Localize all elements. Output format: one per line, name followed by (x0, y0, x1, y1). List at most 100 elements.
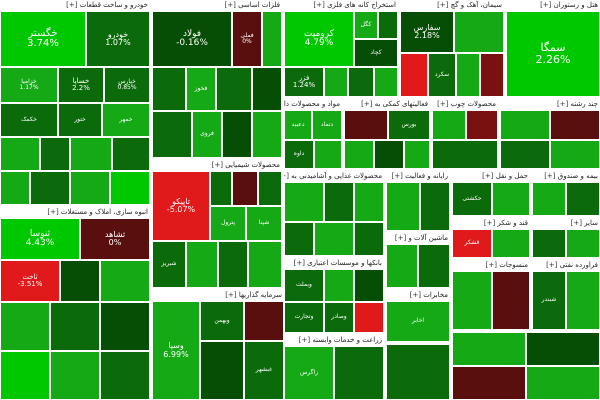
stock-cell[interactable] (550, 110, 600, 140)
stock-cell[interactable] (354, 222, 384, 256)
sector-header[interactable]: چند رشته [+] (500, 99, 600, 110)
stock-cell[interactable] (354, 269, 384, 302)
stock-cell[interactable] (378, 11, 398, 39)
stock-cell[interactable] (386, 344, 450, 400)
stock-tile[interactable]: ختور (58, 103, 102, 137)
stock-tile[interactable]: خزامیا 1.17% (0, 67, 58, 103)
stock-cell[interactable] (324, 182, 354, 222)
sector-header[interactable]: حمل و نقل [+] (452, 171, 530, 182)
stock-cell[interactable] (334, 346, 384, 400)
expand-button[interactable]: [+] (409, 291, 422, 299)
expand-button[interactable]: [+] (546, 261, 558, 269)
stock-cell[interactable] (386, 182, 420, 231)
stock-cell[interactable] (50, 302, 100, 351)
stock-cell[interactable] (252, 67, 282, 111)
expand-button[interactable]: [+] (47, 208, 59, 216)
expand-button[interactable]: [+] (293, 259, 305, 267)
stock-cell[interactable] (314, 140, 342, 169)
sector-header[interactable]: محصولات چوب [+] (432, 99, 498, 110)
expand-button[interactable]: [+] (225, 291, 237, 299)
stock-cell[interactable] (452, 366, 526, 400)
stock-tile[interactable]: شپنا (246, 206, 282, 241)
sector-header[interactable]: ماشین آلات و [+] (386, 233, 450, 244)
stock-cell[interactable] (404, 140, 430, 169)
stock-cell[interactable] (186, 241, 218, 288)
expand-button[interactable]: [+] (556, 100, 569, 108)
stock-cell[interactable] (452, 271, 492, 330)
stock-tile[interactable]: ثشاهد 0% (80, 218, 150, 260)
stock-cell[interactable] (374, 140, 404, 169)
stock-cell[interactable] (248, 241, 282, 288)
stock-cell[interactable] (324, 269, 354, 302)
stock-cell[interactable] (354, 302, 384, 333)
stock-tile[interactable]: سکرد (428, 53, 456, 97)
stock-cell[interactable] (112, 137, 150, 171)
stock-tile[interactable]: وبملت (284, 269, 324, 302)
stock-tile[interactable]: کرومیت 4.79% (284, 11, 354, 67)
stock-cell[interactable] (354, 182, 384, 222)
stock-tile[interactable]: دعبید (284, 110, 312, 140)
stock-tile[interactable]: وتجارت (284, 302, 324, 333)
stock-cell[interactable] (0, 171, 30, 205)
stock-cell[interactable] (500, 110, 550, 140)
stock-cell[interactable] (456, 53, 480, 97)
sector-header[interactable]: منسوجات [+] (452, 260, 530, 271)
stock-cell[interactable] (100, 260, 150, 302)
stock-cell[interactable] (40, 137, 70, 171)
stock-cell[interactable] (0, 302, 50, 351)
sector-header[interactable]: محصولات غذایی و آشامیدنی به [+] (284, 171, 384, 182)
sector-header[interactable]: انبوه سازی، املاک و مستغلات [+] (0, 207, 150, 218)
stock-tile[interactable]: خودرو 1.07% (86, 11, 150, 67)
expand-button[interactable]: [+] (394, 234, 407, 242)
stock-cell[interactable] (0, 137, 40, 171)
stock-cell[interactable] (314, 222, 354, 256)
stock-cell[interactable] (492, 182, 530, 216)
stock-cell[interactable] (418, 244, 450, 288)
sector-header[interactable]: بیمه و صندوق [+] (532, 171, 600, 182)
expand-button[interactable]: [+] (544, 172, 556, 180)
stock-cell[interactable] (566, 182, 600, 216)
stock-cell[interactable] (216, 67, 252, 111)
stock-tile[interactable]: خگستر 3.74% (0, 11, 86, 67)
stock-cell[interactable] (432, 110, 466, 140)
stock-tile[interactable]: فروی (192, 111, 222, 158)
stock-cell[interactable] (480, 53, 504, 97)
stock-cell[interactable] (344, 110, 388, 140)
stock-cell[interactable] (60, 260, 100, 302)
stock-cell[interactable] (492, 271, 530, 330)
stock-cell[interactable] (70, 137, 112, 171)
stock-tile[interactable]: خساپا 2.2% (58, 67, 104, 103)
stock-cell[interactable] (100, 351, 150, 400)
stock-cell[interactable] (400, 53, 428, 97)
expand-button[interactable]: [+] (361, 100, 373, 108)
sector-header[interactable]: سایر [+] (532, 218, 600, 229)
expand-button[interactable]: [+] (437, 1, 449, 9)
stock-cell[interactable] (200, 341, 244, 400)
sector-header[interactable]: فعالیتهای کمکی به [+] (344, 99, 430, 110)
expand-button[interactable]: [+] (483, 219, 496, 227)
stock-cell[interactable] (244, 301, 284, 341)
stock-tile[interactable]: زاگرس (284, 346, 334, 400)
stock-cell[interactable] (566, 271, 600, 330)
expand-button[interactable]: [+] (66, 1, 78, 9)
stock-tile[interactable]: فزر 1.24% (284, 67, 324, 97)
expand-button[interactable]: [+] (540, 1, 552, 9)
stock-cell[interactable] (284, 222, 314, 256)
stock-cell[interactable] (526, 366, 600, 400)
stock-tile[interactable]: فولاد -0.16% (152, 11, 232, 67)
expand-button[interactable]: [+] (284, 172, 289, 180)
stock-cell[interactable] (218, 241, 248, 288)
stock-cell[interactable] (526, 332, 600, 366)
sector-header[interactable]: سرمایه گذاریها [+] (152, 290, 284, 301)
stock-tile[interactable]: فملی 0% (232, 11, 262, 67)
sector-header[interactable]: رایانه و فعالیت [+] (386, 171, 450, 182)
expand-button[interactable]: [+] (570, 219, 582, 227)
stock-cell[interactable] (500, 140, 550, 169)
sector-header[interactable]: فراورده نفتی [+] (532, 260, 600, 271)
stock-tile[interactable]: سفارس 2.18% (400, 11, 454, 53)
stock-cell[interactable] (110, 171, 150, 205)
sector-header[interactable]: زراعت و خدمات وابسته [+] (284, 335, 384, 346)
stock-cell[interactable] (284, 182, 324, 222)
stock-cell[interactable] (432, 140, 498, 169)
expand-button[interactable]: [+] (224, 1, 236, 9)
